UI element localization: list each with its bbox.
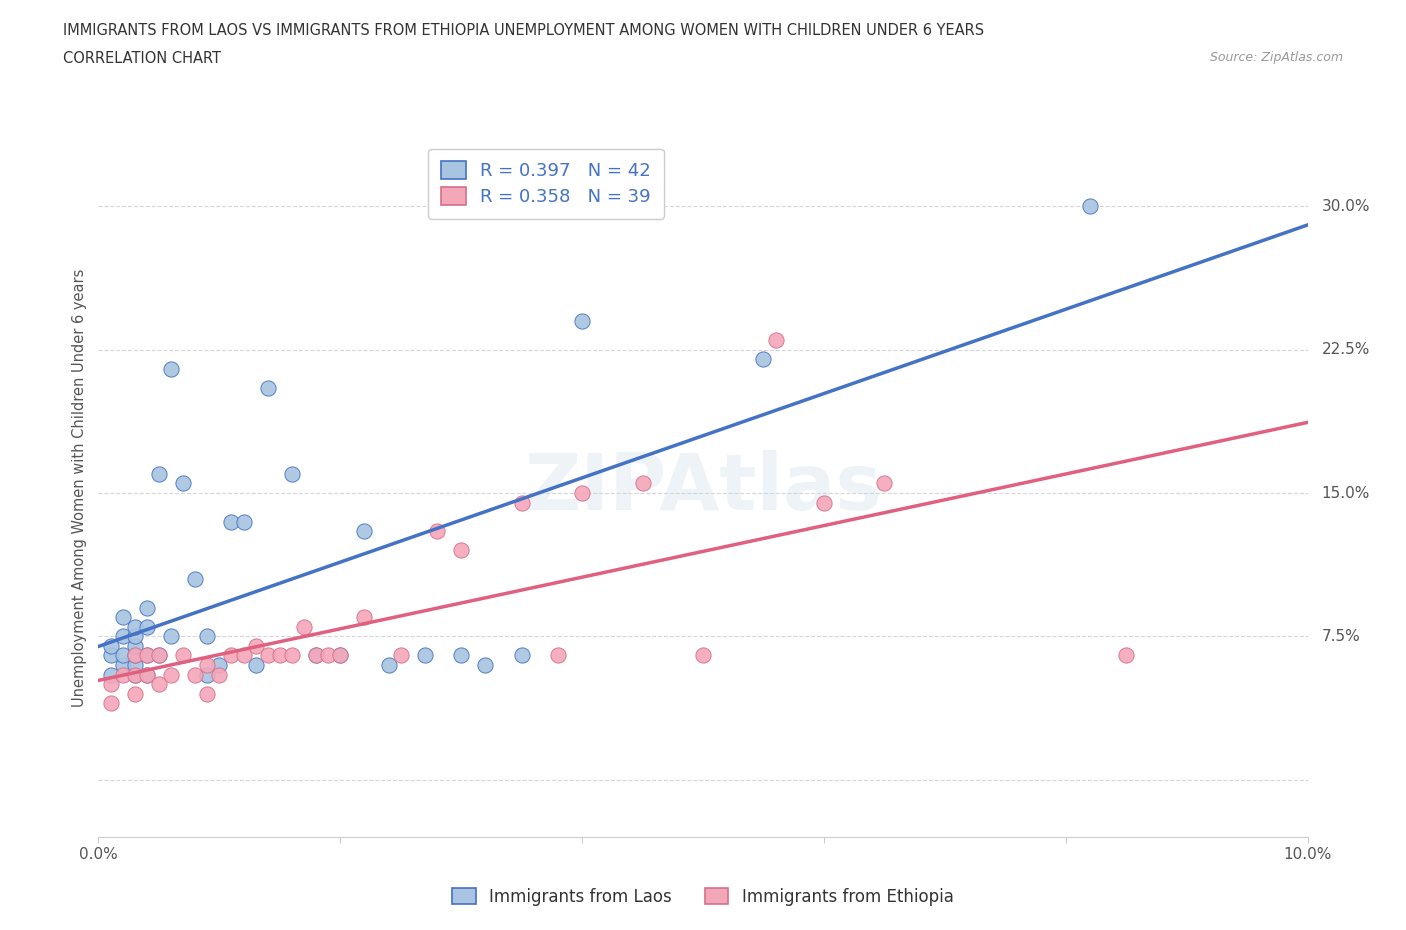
Text: 15.0%: 15.0%	[1322, 485, 1369, 500]
Point	[281, 467, 304, 482]
Legend: Immigrants from Laos, Immigrants from Ethiopia: Immigrants from Laos, Immigrants from Et…	[446, 881, 960, 912]
Point	[305, 648, 328, 663]
Point	[160, 667, 183, 682]
Point	[353, 524, 375, 538]
Text: 22.5%: 22.5%	[1322, 342, 1369, 357]
Point	[221, 648, 243, 663]
Point	[124, 648, 146, 663]
Point	[631, 476, 654, 491]
Point	[124, 686, 146, 701]
Point	[292, 619, 315, 634]
Point	[124, 667, 146, 682]
Point	[208, 667, 231, 682]
Point	[221, 514, 243, 529]
Point	[245, 658, 267, 672]
Point	[124, 658, 146, 672]
Point	[1078, 199, 1101, 214]
Point	[426, 524, 449, 538]
Point	[413, 648, 436, 663]
Point	[100, 639, 122, 654]
Point	[124, 667, 146, 682]
Point	[148, 648, 170, 663]
Text: 7.5%: 7.5%	[1322, 629, 1361, 644]
Point	[135, 648, 157, 663]
Point	[124, 639, 146, 654]
Point	[329, 648, 352, 663]
Point	[100, 648, 122, 663]
Point	[692, 648, 714, 663]
Point	[232, 648, 254, 663]
Point	[172, 648, 194, 663]
Point	[281, 648, 304, 663]
Text: CORRELATION CHART: CORRELATION CHART	[63, 51, 221, 66]
Point	[160, 362, 183, 377]
Point	[752, 352, 775, 366]
Point	[232, 514, 254, 529]
Point	[111, 667, 134, 682]
Point	[353, 610, 375, 625]
Point	[172, 476, 194, 491]
Point	[256, 648, 278, 663]
Point	[184, 572, 207, 587]
Point	[135, 648, 157, 663]
Point	[450, 543, 472, 558]
Point	[100, 696, 122, 711]
Point	[148, 467, 170, 482]
Point	[269, 648, 291, 663]
Point	[195, 629, 218, 644]
Point	[195, 686, 218, 701]
Point	[160, 629, 183, 644]
Y-axis label: Unemployment Among Women with Children Under 6 years: Unemployment Among Women with Children U…	[72, 269, 87, 708]
Text: Source: ZipAtlas.com: Source: ZipAtlas.com	[1209, 51, 1343, 64]
Point	[195, 667, 218, 682]
Point	[148, 648, 170, 663]
Point	[124, 619, 146, 634]
Point	[1115, 648, 1137, 663]
Point	[873, 476, 896, 491]
Point	[571, 313, 593, 328]
Text: IMMIGRANTS FROM LAOS VS IMMIGRANTS FROM ETHIOPIA UNEMPLOYMENT AMONG WOMEN WITH C: IMMIGRANTS FROM LAOS VS IMMIGRANTS FROM …	[63, 23, 984, 38]
Point	[111, 629, 134, 644]
Point	[195, 658, 218, 672]
Point	[765, 333, 787, 348]
Point	[135, 600, 157, 615]
Text: ZIPAtlas: ZIPAtlas	[524, 450, 882, 526]
Point	[184, 667, 207, 682]
Point	[135, 667, 157, 682]
Point	[135, 619, 157, 634]
Point	[111, 610, 134, 625]
Point	[571, 485, 593, 500]
Point	[256, 380, 278, 395]
Point	[124, 648, 146, 663]
Point	[124, 629, 146, 644]
Text: 30.0%: 30.0%	[1322, 199, 1369, 214]
Point	[377, 658, 399, 672]
Point	[450, 648, 472, 663]
Point	[813, 495, 835, 510]
Point	[510, 648, 533, 663]
Point	[111, 658, 134, 672]
Point	[305, 648, 328, 663]
Point	[316, 648, 339, 663]
Point	[208, 658, 231, 672]
Point	[111, 648, 134, 663]
Point	[474, 658, 496, 672]
Point	[100, 677, 122, 692]
Point	[135, 667, 157, 682]
Point	[100, 667, 122, 682]
Point	[329, 648, 352, 663]
Point	[510, 495, 533, 510]
Point	[245, 639, 267, 654]
Point	[148, 677, 170, 692]
Point	[547, 648, 569, 663]
Point	[389, 648, 412, 663]
